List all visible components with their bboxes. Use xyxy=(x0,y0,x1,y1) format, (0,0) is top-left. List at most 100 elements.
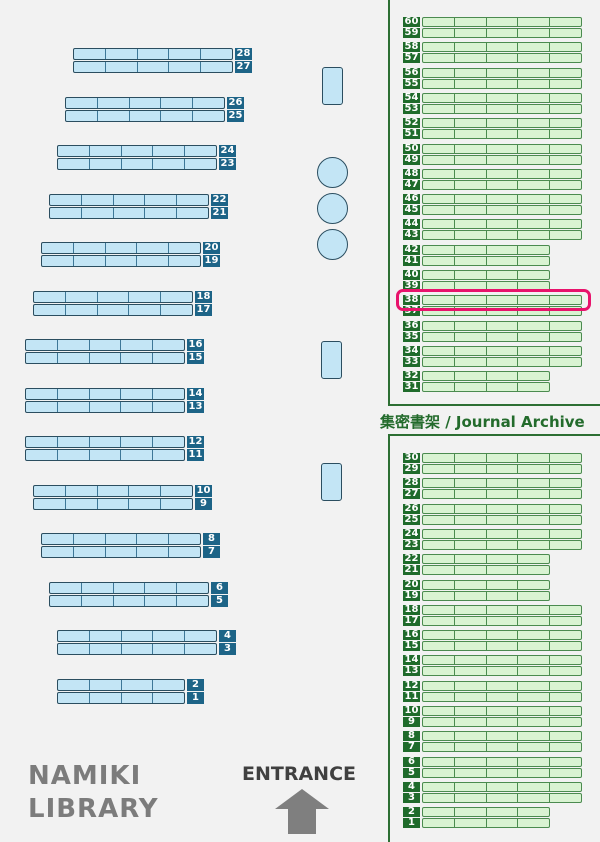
archive-shelf-26[interactable] xyxy=(422,504,582,514)
archive-shelf-28[interactable] xyxy=(422,478,582,488)
reading-table[interactable] xyxy=(321,341,342,379)
general-shelf-19[interactable] xyxy=(41,255,201,267)
general-shelf-2[interactable] xyxy=(57,679,185,691)
archive-shelf-4[interactable] xyxy=(422,782,582,792)
general-shelf-11[interactable] xyxy=(25,449,185,461)
shelf-section xyxy=(485,783,518,791)
archive-shelf-5[interactable] xyxy=(422,768,582,778)
archive-shelf-38[interactable] xyxy=(422,295,582,305)
archive-shelf-45[interactable] xyxy=(422,205,582,215)
archive-shelf-50[interactable] xyxy=(422,144,582,154)
general-shelf-23[interactable] xyxy=(57,158,217,170)
archive-shelf-60[interactable] xyxy=(422,17,582,27)
archive-shelf-34[interactable] xyxy=(422,346,582,356)
general-shelf-7[interactable] xyxy=(41,546,201,558)
archive-shelf-33[interactable] xyxy=(422,357,582,367)
round-table[interactable] xyxy=(317,193,348,224)
archive-shelf-43[interactable] xyxy=(422,230,582,240)
general-shelf-18[interactable] xyxy=(33,291,193,303)
round-table[interactable] xyxy=(317,229,348,260)
archive-shelf-53[interactable] xyxy=(422,104,582,114)
shelf-section xyxy=(453,80,486,88)
archive-shelf-3[interactable] xyxy=(422,793,582,803)
archive-shelf-16[interactable] xyxy=(422,630,582,640)
general-shelf-3[interactable] xyxy=(57,643,217,655)
general-shelf-25[interactable] xyxy=(65,110,225,122)
shelf-section xyxy=(485,145,518,153)
archive-shelf-22[interactable] xyxy=(422,554,550,564)
archive-shelf-6[interactable] xyxy=(422,757,582,767)
archive-shelf-46[interactable] xyxy=(422,194,582,204)
general-shelf-26[interactable] xyxy=(65,97,225,109)
general-shelf-14[interactable] xyxy=(25,388,185,400)
archive-shelf-1[interactable] xyxy=(422,818,550,828)
archive-shelf-47[interactable] xyxy=(422,180,582,190)
archive-shelf-59[interactable] xyxy=(422,28,582,38)
archive-shelf-52[interactable] xyxy=(422,118,582,128)
general-shelf-1[interactable] xyxy=(57,692,185,704)
general-shelf-5[interactable] xyxy=(49,595,209,607)
archive-shelf-32[interactable] xyxy=(422,371,550,381)
archive-shelf-17[interactable] xyxy=(422,616,582,626)
archive-shelf-10[interactable] xyxy=(422,706,582,716)
shelf-section xyxy=(42,243,73,253)
archive-shelf-29[interactable] xyxy=(422,464,582,474)
archive-shelf-58[interactable] xyxy=(422,42,582,52)
archive-shelf-24[interactable] xyxy=(422,529,582,539)
reading-table[interactable] xyxy=(321,463,342,501)
archive-shelf-7[interactable] xyxy=(422,742,582,752)
archive-shelf-40[interactable] xyxy=(422,270,550,280)
archive-shelf-49[interactable] xyxy=(422,155,582,165)
shelf-section xyxy=(423,592,454,600)
archive-shelf-36[interactable] xyxy=(422,321,582,331)
archive-shelf-21[interactable] xyxy=(422,565,550,575)
archive-shelf-20[interactable] xyxy=(422,580,550,590)
archive-shelf-41[interactable] xyxy=(422,256,550,266)
general-shelf-22[interactable] xyxy=(49,194,209,206)
general-shelf-16[interactable] xyxy=(25,339,185,351)
general-shelf-20[interactable] xyxy=(41,242,201,254)
general-shelf-15[interactable] xyxy=(25,352,185,364)
general-shelf-17[interactable] xyxy=(33,304,193,316)
archive-shelf-13[interactable] xyxy=(422,666,582,676)
general-shelf-8[interactable] xyxy=(41,533,201,545)
general-shelf-13[interactable] xyxy=(25,401,185,413)
shelf-section xyxy=(152,680,184,690)
archive-shelf-27[interactable] xyxy=(422,489,582,499)
general-shelf-12[interactable] xyxy=(25,436,185,448)
general-shelf-4[interactable] xyxy=(57,630,217,642)
archive-shelf-51[interactable] xyxy=(422,129,582,139)
archive-shelf-54[interactable] xyxy=(422,93,582,103)
archive-shelf-55[interactable] xyxy=(422,79,582,89)
archive-shelf-2[interactable] xyxy=(422,807,550,817)
archive-shelf-56[interactable] xyxy=(422,68,582,78)
archive-shelf-31[interactable] xyxy=(422,382,550,392)
general-shelf-6[interactable] xyxy=(49,582,209,594)
archive-shelf-15[interactable] xyxy=(422,641,582,651)
archive-shelf-12[interactable] xyxy=(422,681,582,691)
archive-shelf-30[interactable] xyxy=(422,453,582,463)
shelf-section xyxy=(517,642,549,650)
general-shelf-24[interactable] xyxy=(57,145,217,157)
archive-shelf-11[interactable] xyxy=(422,692,582,702)
archive-shelf-23[interactable] xyxy=(422,540,582,550)
archive-shelf-8[interactable] xyxy=(422,731,582,741)
archive-shelf-25[interactable] xyxy=(422,515,582,525)
archive-shelf-57[interactable] xyxy=(422,53,582,63)
archive-shelf-48[interactable] xyxy=(422,169,582,179)
archive-shelf-19[interactable] xyxy=(422,591,550,601)
archive-shelf-18[interactable] xyxy=(422,605,582,615)
reading-table[interactable] xyxy=(322,67,343,105)
archive-shelf-44[interactable] xyxy=(422,219,582,229)
general-shelf-9[interactable] xyxy=(33,498,193,510)
general-shelf-27[interactable] xyxy=(73,61,233,73)
archive-shelf-14[interactable] xyxy=(422,655,582,665)
archive-shelf-9[interactable] xyxy=(422,717,582,727)
general-shelf-10[interactable] xyxy=(33,485,193,497)
general-shelf-21[interactable] xyxy=(49,207,209,219)
archive-shelf-35[interactable] xyxy=(422,332,582,342)
round-table[interactable] xyxy=(317,157,348,188)
archive-shelf-42[interactable] xyxy=(422,245,550,255)
archive-shelf-37[interactable] xyxy=(422,306,582,316)
general-shelf-28[interactable] xyxy=(73,48,233,60)
